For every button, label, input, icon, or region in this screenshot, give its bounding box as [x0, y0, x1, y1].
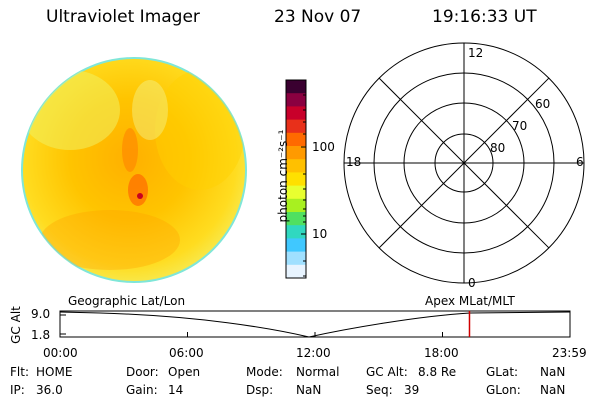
x-tick-label-0000: 00:00 [43, 346, 78, 360]
ip-value: 36.0 [36, 383, 63, 397]
gcalt-value: 8.8 Re [418, 365, 457, 379]
colorbar-segment [286, 106, 306, 121]
mlt-label-18: 18 [346, 155, 362, 169]
colorbar-segment [286, 212, 306, 226]
colorbar-frame [285, 79, 307, 279]
colorbar-segment [286, 251, 306, 266]
image-time: 19:16:33 UT [432, 7, 537, 27]
instrument-title: Ultraviolet Imager [46, 7, 200, 27]
seq-value: 39 [404, 383, 420, 397]
ip-label: IP: [10, 383, 25, 397]
image-date: 23 Nov 07 [274, 7, 362, 27]
colorbar-minor-ticks [303, 94, 306, 277]
colorbar-segment [286, 146, 306, 160]
x-tick-label-1200: 12:00 [296, 346, 331, 360]
colorbar-label-10: 10 [312, 227, 328, 241]
flt-value: HOME [36, 365, 73, 379]
flt-label: Flt: [10, 365, 29, 379]
apex-caption: Apex MLat/MLT [425, 294, 515, 308]
x-ticks [187, 332, 443, 337]
y-tick-label-low: 1.8 [31, 328, 51, 342]
colorbar-segment [286, 264, 306, 279]
door-label: Door: [126, 365, 159, 379]
colorbar-segment [286, 132, 306, 147]
colorbar-segment [286, 93, 306, 107]
colorbar-unit-label: photon cm⁻²s⁻¹ [276, 129, 290, 223]
altitude-ylabel: GC Alt [9, 306, 23, 344]
colorbar-segment [286, 80, 306, 94]
altitude-curve [59, 311, 571, 338]
colorbar-segment [286, 185, 306, 200]
x-tick-label-1800: 18:00 [424, 346, 459, 360]
glon-label: GLon: [486, 383, 521, 397]
gain-label: Gain: [126, 383, 158, 397]
colorbar-segment [286, 225, 306, 239]
mlt-label-6: 6 [576, 155, 584, 169]
x-tick-label-0600: 06:00 [169, 346, 204, 360]
seq-label: Seq: [366, 383, 393, 397]
colorbar-segment [286, 159, 306, 173]
dsp-label: Dsp: [246, 383, 274, 397]
colorbar-segment [286, 198, 306, 213]
geographic-caption: Geographic Lat/Lon [68, 294, 186, 308]
lat-label-80: 80 [490, 141, 506, 155]
mode-value: Normal [296, 365, 340, 379]
colorbar [286, 80, 306, 279]
gain-value: 14 [168, 383, 184, 397]
glon-value: NaN [540, 383, 566, 397]
colorbar-label-100: 100 [312, 140, 335, 154]
mlt-label-0: 0 [468, 276, 476, 290]
lat-label-70: 70 [512, 119, 528, 133]
gcalt-label: GC Alt: [366, 365, 408, 379]
uv-image-disk [21, 57, 247, 283]
altitude-plot [59, 310, 571, 338]
colorbar-segment [286, 172, 306, 187]
polar-grid [343, 42, 585, 284]
door-value: Open [168, 365, 201, 379]
glat-value: NaN [540, 365, 566, 379]
y-tick-label-high: 9.0 [31, 307, 51, 321]
glat-label: GLat: [486, 365, 519, 379]
x-tick-label-2359: 23:59 [552, 346, 587, 360]
colorbar-segment [286, 238, 306, 253]
mode-label: Mode: [246, 365, 283, 379]
polar-diagonal-2 [378, 77, 550, 249]
lat-label-60: 60 [535, 97, 551, 111]
aurora-features [22, 70, 245, 270]
dsp-value: NaN [296, 383, 322, 397]
mlt-label-12: 12 [468, 46, 484, 60]
colorbar-segment [286, 119, 306, 134]
